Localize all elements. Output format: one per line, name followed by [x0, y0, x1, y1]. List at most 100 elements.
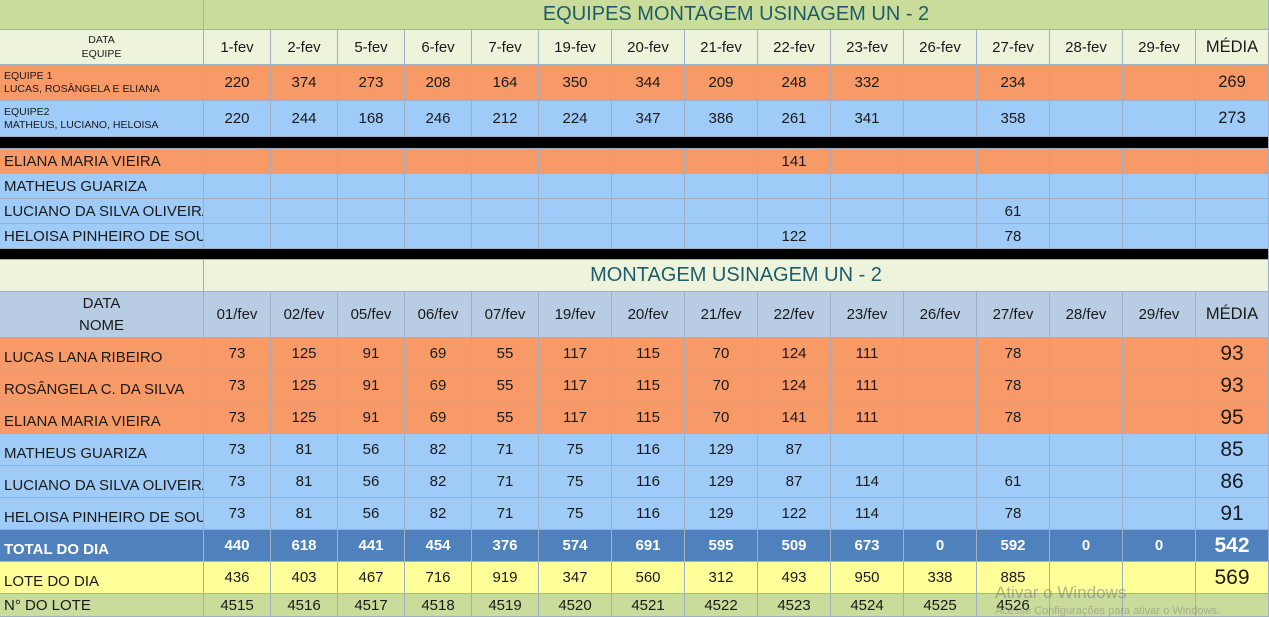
num-lote-label[interactable]: N° DO LOTE [0, 594, 204, 617]
table-cell[interactable] [904, 224, 977, 249]
table-cell[interactable] [472, 174, 539, 199]
table-cell[interactable]: 341 [831, 101, 904, 137]
table-cell[interactable] [685, 174, 758, 199]
avg-cell[interactable]: 85 [1196, 434, 1269, 466]
table-cell[interactable]: 114 [831, 466, 904, 498]
lote-cell[interactable] [1123, 562, 1196, 594]
table-cell[interactable] [405, 199, 472, 224]
num-lote-cell[interactable]: 4526 [977, 594, 1050, 617]
table-cell[interactable]: 344 [612, 65, 685, 101]
table-cell[interactable] [1050, 498, 1123, 530]
avg-cell[interactable]: 91 [1196, 498, 1269, 530]
table-cell[interactable]: 75 [539, 434, 612, 466]
date-header[interactable]: 20-fev [612, 30, 685, 65]
table-cell[interactable] [685, 224, 758, 249]
table-cell[interactable]: 164 [472, 65, 539, 101]
avg-cell[interactable]: 273 [1196, 101, 1269, 137]
table-cell[interactable] [1050, 338, 1123, 370]
date-header[interactable]: 20/fev [612, 292, 685, 338]
table-cell[interactable]: 82 [405, 466, 472, 498]
table-cell[interactable]: 61 [977, 466, 1050, 498]
table-cell[interactable] [271, 174, 338, 199]
table-cell[interactable]: 116 [612, 498, 685, 530]
lote-cell[interactable]: 560 [612, 562, 685, 594]
table-cell[interactable] [831, 174, 904, 199]
table-cell[interactable]: 124 [758, 338, 831, 370]
person-name[interactable]: LUCAS LANA RIBEIRO [0, 338, 204, 370]
table-cell[interactable]: 69 [405, 338, 472, 370]
total-cell[interactable]: 592 [977, 530, 1050, 562]
table-cell[interactable] [1050, 199, 1123, 224]
avg-cell[interactable] [1196, 174, 1269, 199]
lote-cell[interactable]: 467 [338, 562, 405, 594]
date-header[interactable]: 27-fev [977, 30, 1050, 65]
table-cell[interactable] [831, 434, 904, 466]
table-cell[interactable] [977, 149, 1050, 174]
table-cell[interactable] [612, 149, 685, 174]
date-header[interactable]: 5-fev [338, 30, 405, 65]
date-header[interactable]: 07/fev [472, 292, 539, 338]
num-lote-cell[interactable]: 4525 [904, 594, 977, 617]
num-lote-avg[interactable] [1196, 594, 1269, 617]
table-cell[interactable]: 117 [539, 370, 612, 402]
section-title-top[interactable]: EQUIPES MONTAGEM USINAGEM UN - 2 [204, 0, 1269, 30]
table-cell[interactable]: 111 [831, 338, 904, 370]
table-cell[interactable]: 81 [271, 434, 338, 466]
table-cell[interactable] [758, 199, 831, 224]
lote-cell[interactable]: 716 [405, 562, 472, 594]
date-header[interactable]: 28-fev [1050, 30, 1123, 65]
table-cell[interactable]: 55 [472, 402, 539, 434]
total-cell[interactable]: 454 [405, 530, 472, 562]
num-lote-cell[interactable]: 4520 [539, 594, 612, 617]
total-cell[interactable]: 0 [1050, 530, 1123, 562]
table-cell[interactable] [1050, 101, 1123, 137]
table-cell[interactable] [271, 224, 338, 249]
date-header[interactable]: 7-fev [472, 30, 539, 65]
table-cell[interactable] [904, 434, 977, 466]
table-cell[interactable] [1123, 498, 1196, 530]
table-cell[interactable] [204, 174, 271, 199]
table-cell[interactable] [1050, 149, 1123, 174]
date-header[interactable]: 22-fev [758, 30, 831, 65]
total-cell[interactable]: 440 [204, 530, 271, 562]
avg-cell[interactable]: 93 [1196, 338, 1269, 370]
table-cell[interactable]: 129 [685, 466, 758, 498]
table-cell[interactable] [904, 65, 977, 101]
table-cell[interactable] [977, 174, 1050, 199]
lote-cell[interactable]: 436 [204, 562, 271, 594]
header-label-cell[interactable]: DATA NOME [0, 292, 204, 338]
table-cell[interactable] [204, 199, 271, 224]
table-cell[interactable]: 78 [977, 338, 1050, 370]
table-cell[interactable]: 70 [685, 402, 758, 434]
avg-cell[interactable]: 93 [1196, 370, 1269, 402]
date-header[interactable]: 22/fev [758, 292, 831, 338]
lote-cell[interactable]: 312 [685, 562, 758, 594]
table-cell[interactable]: 208 [405, 65, 472, 101]
date-header[interactable]: 19/fev [539, 292, 612, 338]
table-cell[interactable]: 91 [338, 370, 405, 402]
date-header[interactable]: 29/fev [1123, 292, 1196, 338]
table-cell[interactable] [405, 224, 472, 249]
table-cell[interactable] [904, 199, 977, 224]
date-header[interactable]: 05/fev [338, 292, 405, 338]
section-title-bottom[interactable]: MONTAGEM USINAGEM UN - 2 [204, 260, 1269, 292]
total-cell[interactable]: 376 [472, 530, 539, 562]
num-lote-cell[interactable] [1050, 594, 1123, 617]
table-cell[interactable] [1123, 338, 1196, 370]
table-cell[interactable]: 248 [758, 65, 831, 101]
table-cell[interactable] [204, 149, 271, 174]
table-cell[interactable]: 125 [271, 402, 338, 434]
table-cell[interactable] [904, 174, 977, 199]
total-cell[interactable]: 441 [338, 530, 405, 562]
table-cell[interactable]: 116 [612, 466, 685, 498]
table-cell[interactable]: 125 [271, 370, 338, 402]
table-cell[interactable] [1123, 402, 1196, 434]
table-cell[interactable] [1050, 224, 1123, 249]
num-lote-cell[interactable]: 4522 [685, 594, 758, 617]
table-cell[interactable]: 117 [539, 402, 612, 434]
date-header[interactable]: 27/fev [977, 292, 1050, 338]
table-cell[interactable] [1123, 101, 1196, 137]
table-cell[interactable] [1050, 65, 1123, 101]
date-header[interactable]: 21/fev [685, 292, 758, 338]
title-spacer[interactable] [0, 260, 204, 292]
